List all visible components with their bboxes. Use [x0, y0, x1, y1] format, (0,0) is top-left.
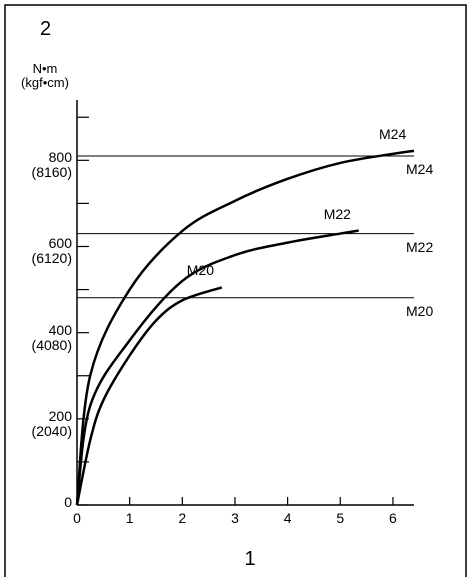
x-tick-label: 0: [73, 510, 81, 526]
x-tick-label: 6: [389, 510, 397, 526]
x-tick-label: 1: [125, 510, 134, 526]
series-label: M24: [406, 161, 434, 177]
x-tick-label: 5: [336, 510, 345, 526]
frame: [4, 4, 467, 577]
series-label: M22: [323, 205, 351, 222]
y-tick-label: 600 (6120): [31, 235, 72, 267]
y-tick-label: 0: [64, 494, 72, 510]
x-tick-label: 2: [178, 510, 187, 526]
series-line: [75, 286, 223, 506]
series-line: [75, 149, 415, 506]
y-tick-label: 400 (4080): [31, 321, 72, 353]
x-tick-label: 3: [231, 510, 239, 526]
series-label: M20: [406, 302, 434, 319]
y-axis-label: 2: [40, 18, 52, 40]
y-tick-label: 800 (8160): [31, 149, 72, 181]
series-label: M20: [186, 262, 215, 279]
series-label: M24: [379, 125, 407, 142]
y-tick-label: 200 (2040): [31, 407, 72, 439]
series-label: M22: [406, 238, 434, 255]
y-unit: N•m (kgf•cm): [21, 61, 69, 90]
x-axis-label: 1: [244, 548, 256, 570]
x-tick-label: 4: [283, 510, 292, 526]
series-line: [75, 229, 359, 506]
